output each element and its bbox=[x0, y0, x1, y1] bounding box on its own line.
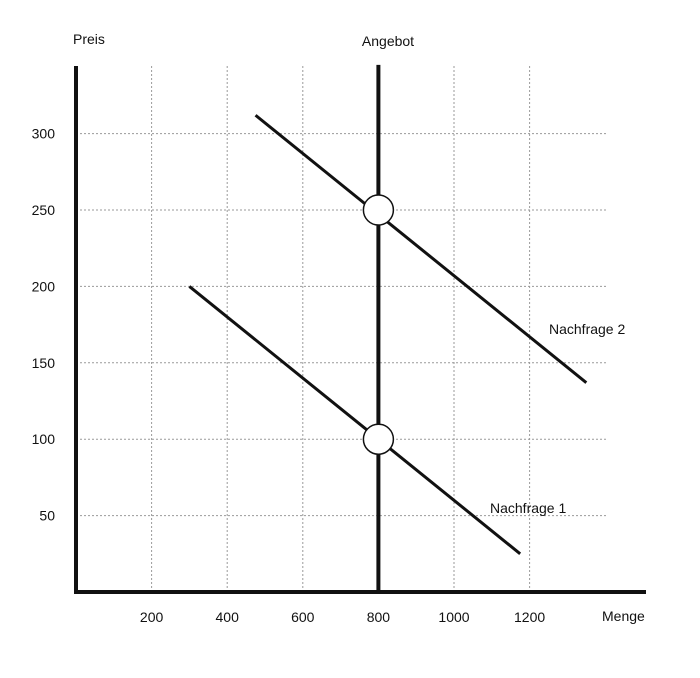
x-tick-label: 200 bbox=[140, 609, 164, 625]
tick-labels: 200 400 600 800 1000 1200 50 100 150 200 250 300 bbox=[32, 126, 546, 625]
equilibrium-point bbox=[362, 423, 395, 455]
series-lines bbox=[188, 64, 588, 592]
series-label-angebot: Angebot bbox=[362, 33, 414, 49]
series-line-nachfrage-2 bbox=[254, 114, 588, 384]
axes bbox=[74, 66, 646, 594]
series-line-nachfrage-1 bbox=[188, 285, 522, 555]
equilibrium-point bbox=[362, 194, 395, 226]
x-tick-label: 800 bbox=[367, 609, 391, 625]
y-axis-label: Preis bbox=[73, 31, 105, 47]
grid bbox=[76, 66, 606, 592]
series-label-nachfrage-2: Nachfrage 2 bbox=[549, 321, 625, 337]
series-labels: Angebot Nachfrage 1 Nachfrage 2 bbox=[362, 33, 626, 516]
x-tick-label: 600 bbox=[291, 609, 315, 625]
x-axis-label: Menge bbox=[602, 608, 645, 624]
y-tick-label: 300 bbox=[32, 126, 56, 142]
x-tick-label: 400 bbox=[216, 609, 240, 625]
equilibrium-markers bbox=[362, 194, 395, 455]
y-tick-label: 200 bbox=[32, 278, 56, 294]
x-tick-label: 1200 bbox=[514, 609, 545, 625]
series-label-nachfrage-1: Nachfrage 1 bbox=[490, 500, 566, 516]
y-tick-label: 100 bbox=[32, 431, 56, 447]
y-tick-label: 250 bbox=[32, 202, 56, 218]
y-tick-label: 50 bbox=[39, 508, 55, 524]
y-tick-label: 150 bbox=[32, 355, 56, 371]
x-tick-label: 1000 bbox=[438, 609, 469, 625]
